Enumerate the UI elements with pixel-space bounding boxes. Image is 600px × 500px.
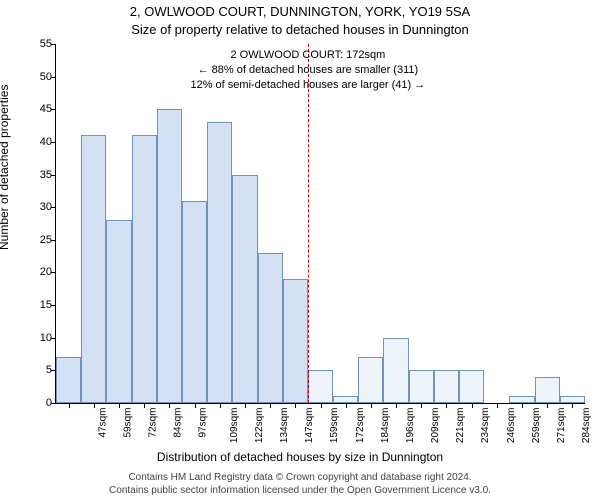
histogram-bar [106,220,131,403]
annotation-line2: ← 88% of detached houses are smaller (31… [198,64,419,76]
y-tick-label: 55 [22,38,52,50]
x-tick-label: 147sqm [304,408,315,444]
histogram-bar [81,135,106,403]
histogram-bar [207,122,232,403]
histogram-bar [258,253,283,403]
histogram-bar [459,370,484,403]
histogram-bar [157,109,182,403]
footer-line2: Contains public sector information licen… [109,485,491,496]
histogram-bar [283,279,308,403]
x-tick-label: 97sqm [198,408,209,438]
x-tick-label: 159sqm [329,408,340,444]
histogram-bar [409,370,434,403]
histogram-bar [232,175,257,403]
histogram-bar [132,135,157,403]
x-tick-label: 134sqm [279,408,290,444]
histogram-bar [535,377,560,403]
y-tick-label: 25 [22,234,52,246]
x-tick-label: 84sqm [173,408,184,438]
y-tick-label: 0 [22,397,52,409]
x-axis-label: Distribution of detached houses by size … [0,450,600,464]
footer-attribution: Contains HM Land Registry data © Crown c… [0,471,600,497]
histogram-bar [358,357,383,403]
x-tick-label: 259sqm [531,408,542,444]
x-tick-label: 47sqm [97,408,108,438]
marker-line [308,44,309,403]
x-tick-label: 109sqm [229,408,240,444]
y-tick-label: 50 [22,71,52,83]
y-tick-label: 10 [22,332,52,344]
x-tick-label: 234sqm [481,408,492,444]
histogram-bar [383,338,408,403]
footer-line1: Contains HM Land Registry data © Crown c… [128,472,471,483]
chart-title-address: 2, OWLWOOD COURT, DUNNINGTON, YORK, YO19… [0,4,600,19]
annotation-line1: 2 OWLWOOD COURT: 172sqm [230,49,385,61]
x-tick-label: 209sqm [430,408,441,444]
y-axis-label: Number of detached properties [0,85,11,250]
x-tick-label: 196sqm [405,408,416,444]
x-tick-label: 172sqm [355,408,366,444]
x-tick-label: 184sqm [380,408,391,444]
histogram-bar [434,370,459,403]
y-tick-label: 35 [22,169,52,181]
histogram-bar [56,357,81,403]
annotation-box: 2 OWLWOOD COURT: 172sqm ← 88% of detache… [173,48,443,93]
x-tick-label: 221sqm [455,408,466,444]
plot-area: 0510152025303540455055 47sqm59sqm72sqm84… [55,44,585,404]
histogram-bar [308,370,333,403]
y-tick-label: 20 [22,266,52,278]
y-tick-label: 5 [22,364,52,376]
y-tick-label: 45 [22,103,52,115]
x-tick-label: 284sqm [581,408,592,444]
y-tick-label: 30 [22,201,52,213]
histogram-bar [182,201,207,403]
bar-group [56,44,585,403]
x-tick-label: 72sqm [147,408,158,438]
annotation-line3: 12% of semi-detached houses are larger (… [190,79,425,91]
x-tick-label: 59sqm [122,408,133,438]
x-tick-label: 122sqm [254,408,265,444]
chart-title-desc: Size of property relative to detached ho… [0,22,600,37]
y-tick-label: 15 [22,299,52,311]
x-tick-label: 246sqm [506,408,517,444]
x-tick-label: 271sqm [556,408,567,444]
y-tick-label: 40 [22,136,52,148]
